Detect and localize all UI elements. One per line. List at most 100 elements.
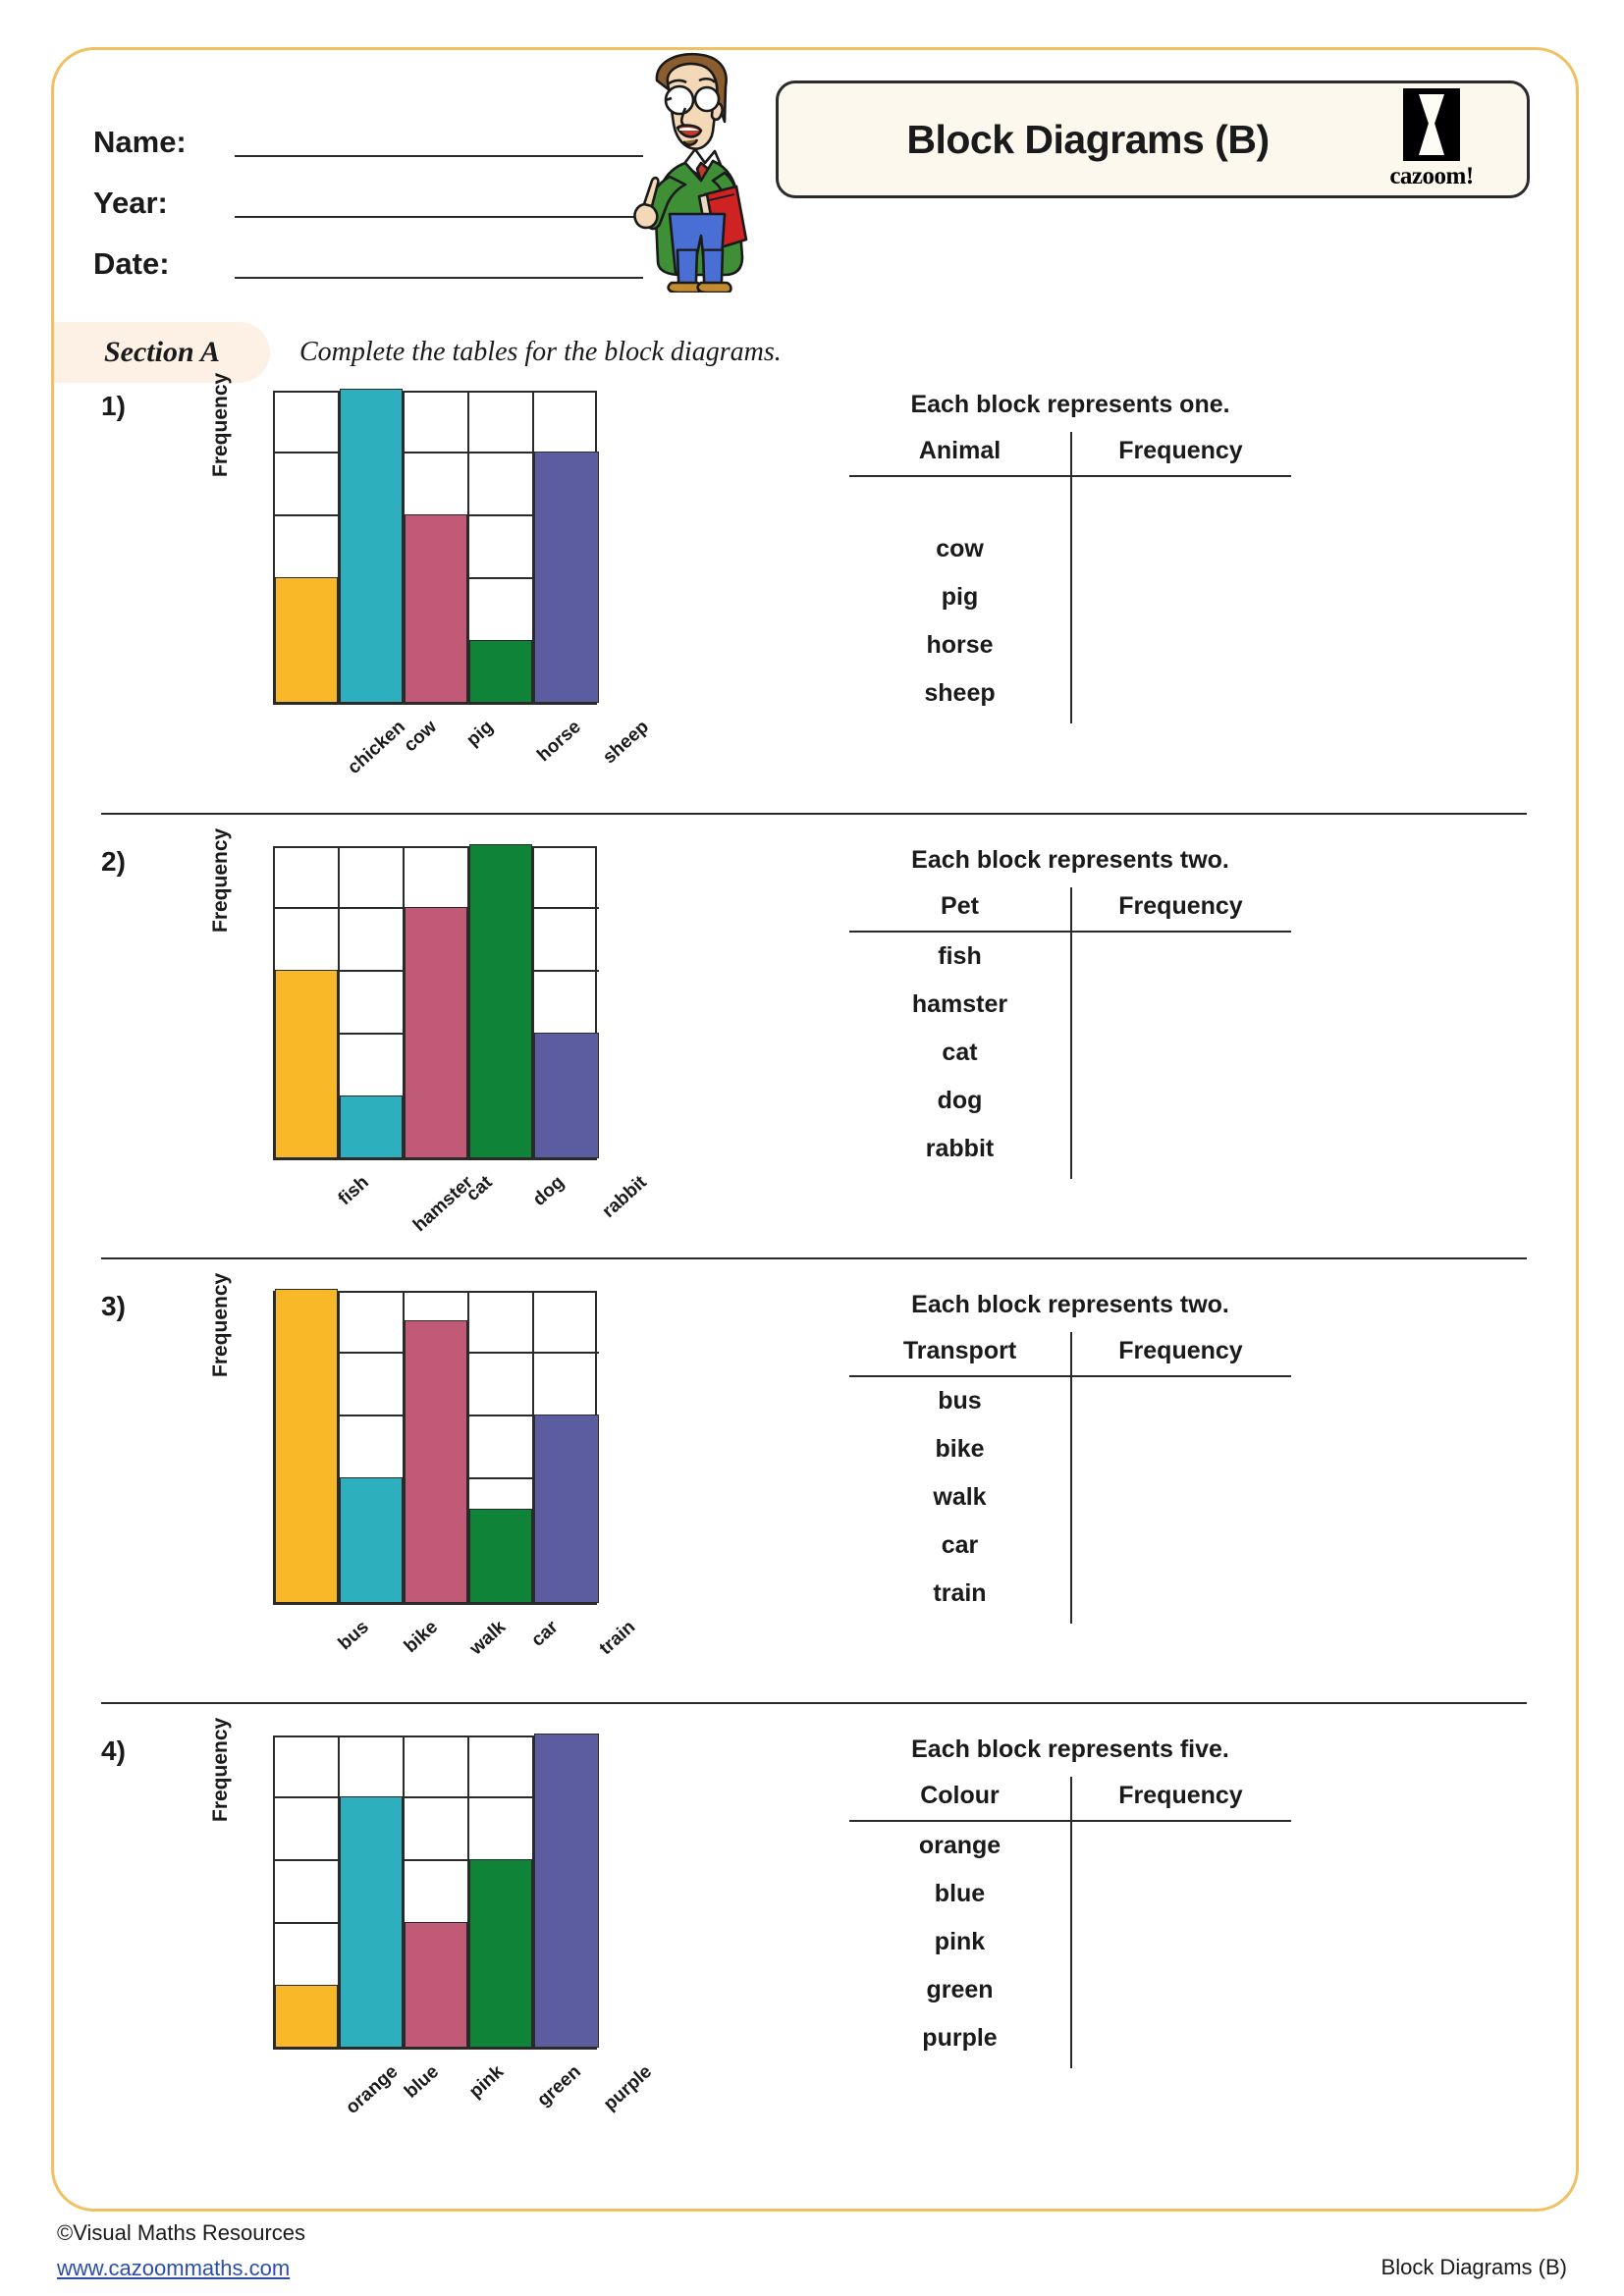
- chart-grid-cell: [275, 389, 338, 452]
- table-header-category: Transport: [902, 1337, 1017, 1364]
- chart-grid-cell: [469, 1796, 532, 1859]
- table-header-category: Colour: [920, 1782, 1000, 1809]
- chart-grid: [273, 1734, 599, 2050]
- cazoom-logo: cazoom!: [1358, 88, 1505, 190]
- chart-grid-cell: [469, 389, 532, 452]
- question-separator: [101, 1702, 1527, 1704]
- y-axis-label: Frequency: [209, 1272, 232, 1377]
- table-row: purple: [849, 2014, 1291, 2062]
- chart-column: [534, 848, 599, 1158]
- table-row: pink: [849, 1918, 1291, 1966]
- table-row: orange: [849, 1822, 1291, 1870]
- table-column-divider: [1070, 887, 1072, 1179]
- table-column-divider: [1070, 1332, 1072, 1624]
- table-cell-category: sheep: [924, 679, 996, 707]
- x-axis-tick-label: cow: [400, 717, 442, 757]
- year-input-line[interactable]: [235, 190, 643, 218]
- chart-grid-cell: [275, 452, 338, 514]
- table-row: hamster: [849, 981, 1291, 1029]
- x-axis-tick-label: fish: [334, 1172, 373, 1210]
- table-header-frequency: Frequency: [1118, 1782, 1243, 1809]
- table-row: fish: [849, 933, 1291, 981]
- chart-grid-cell: [469, 1415, 532, 1477]
- chart-grid-cell: [469, 1477, 532, 1540]
- chart-grid-cell: [405, 1796, 467, 1859]
- chart-grid-cell: [340, 1352, 403, 1415]
- chart-grid-cell: [469, 1289, 532, 1352]
- name-label: Name:: [93, 125, 187, 159]
- chart-grid: [273, 389, 599, 705]
- x-axis-tick-label: hamster: [409, 1172, 478, 1237]
- chart-grid-cell: [340, 1033, 403, 1095]
- chart-grid: [273, 844, 599, 1160]
- chart-grid-cell: [405, 1859, 467, 1922]
- table-row: pig: [849, 573, 1291, 621]
- block-value-caption: Each block represents two.: [911, 1291, 1229, 1318]
- block-value-caption: Each block represents five.: [911, 1735, 1229, 1763]
- table-column-divider: [1070, 1777, 1072, 2068]
- chart-column: [340, 389, 405, 703]
- table-body: bus bike walk car train: [849, 1332, 1291, 1624]
- chart-grid-cell: [405, 389, 467, 452]
- question-number: 1): [101, 391, 126, 421]
- chart-column: [469, 393, 534, 703]
- chart-column: [469, 1737, 534, 2048]
- x-axis-tick-label: chicken: [344, 717, 409, 778]
- name-input-line[interactable]: [235, 130, 643, 157]
- frequency-table-block: Each block represents two. Transport Frequ…: [839, 1291, 1301, 1624]
- chart-bar: [534, 1033, 599, 1158]
- table-row: walk: [849, 1473, 1291, 1522]
- chart-column: [275, 1737, 340, 2048]
- section-instruction: Complete the tables for the block diagra…: [299, 337, 782, 367]
- table-cell-category: orange: [918, 1832, 1001, 1859]
- x-axis-tick-label: blue: [401, 2061, 444, 2103]
- x-axis-tick-label: pink: [465, 2061, 509, 2103]
- chart-grid-cell: [469, 1734, 532, 1796]
- chart-column: [340, 1737, 405, 2048]
- table-cell-category: cat: [942, 1039, 978, 1066]
- frequency-table: Transport Frequency bus bike walk car train: [849, 1332, 1291, 1624]
- chart-grid-cell: [534, 1352, 599, 1415]
- date-input-line[interactable]: [235, 251, 643, 279]
- table-row: dog: [849, 1077, 1291, 1125]
- table-row: train: [849, 1570, 1291, 1618]
- table-header-category: Pet: [941, 892, 979, 920]
- chart-grid-cell: [275, 1796, 338, 1859]
- chart-bar: [469, 1859, 532, 2048]
- chart-grid-cell: [340, 970, 403, 1033]
- table-header-frequency: Frequency: [1118, 437, 1243, 464]
- table-header-category: Animal: [918, 437, 1001, 464]
- x-axis-labels: bus bike walk car train: [273, 1611, 640, 1689]
- chart-bar: [340, 389, 403, 703]
- table-cell-category: pig: [941, 583, 979, 611]
- block-value-caption: Each block represents two.: [911, 846, 1229, 874]
- chart-column: [340, 1293, 405, 1603]
- chart-column: [405, 848, 469, 1158]
- chart-column: [275, 848, 340, 1158]
- table-row: green: [849, 1966, 1291, 2014]
- chart-bar: [405, 907, 467, 1158]
- chart-bar: [469, 844, 532, 1158]
- question-separator: [101, 813, 1527, 815]
- table-cell-category: purple: [922, 2024, 998, 2052]
- chart-column: [534, 393, 599, 703]
- table-cell-category: fish: [938, 942, 982, 970]
- chart-grid-cell: [469, 1352, 532, 1415]
- chart-grid-cell: [534, 389, 599, 452]
- chart-bar: [534, 1734, 599, 2048]
- chart-bar: [340, 1477, 403, 1603]
- table-cell-category: car: [941, 1531, 979, 1559]
- table-header-row: Colour Frequency: [849, 1780, 1291, 1820]
- table-body: fish hamster cat dog rabbit: [849, 887, 1291, 1179]
- table-row: rabbit: [849, 1125, 1291, 1173]
- table-row: cow: [849, 525, 1291, 573]
- frequency-table: AnimalFrequencyExamplechicken2cowpighors…: [849, 432, 1291, 723]
- chart-bar: [405, 1922, 467, 2048]
- footer-website-link[interactable]: www.cazoommaths.com: [57, 2256, 291, 2280]
- table-row: horse: [849, 621, 1291, 669]
- chart-column: [534, 1734, 599, 2048]
- page-title: Block Diagrams (B): [906, 116, 1270, 162]
- chart-grid-cell: [405, 844, 467, 907]
- chart-column: [469, 1293, 534, 1603]
- worksheet-title-box: Block Diagrams (B) cazoom!: [776, 80, 1530, 198]
